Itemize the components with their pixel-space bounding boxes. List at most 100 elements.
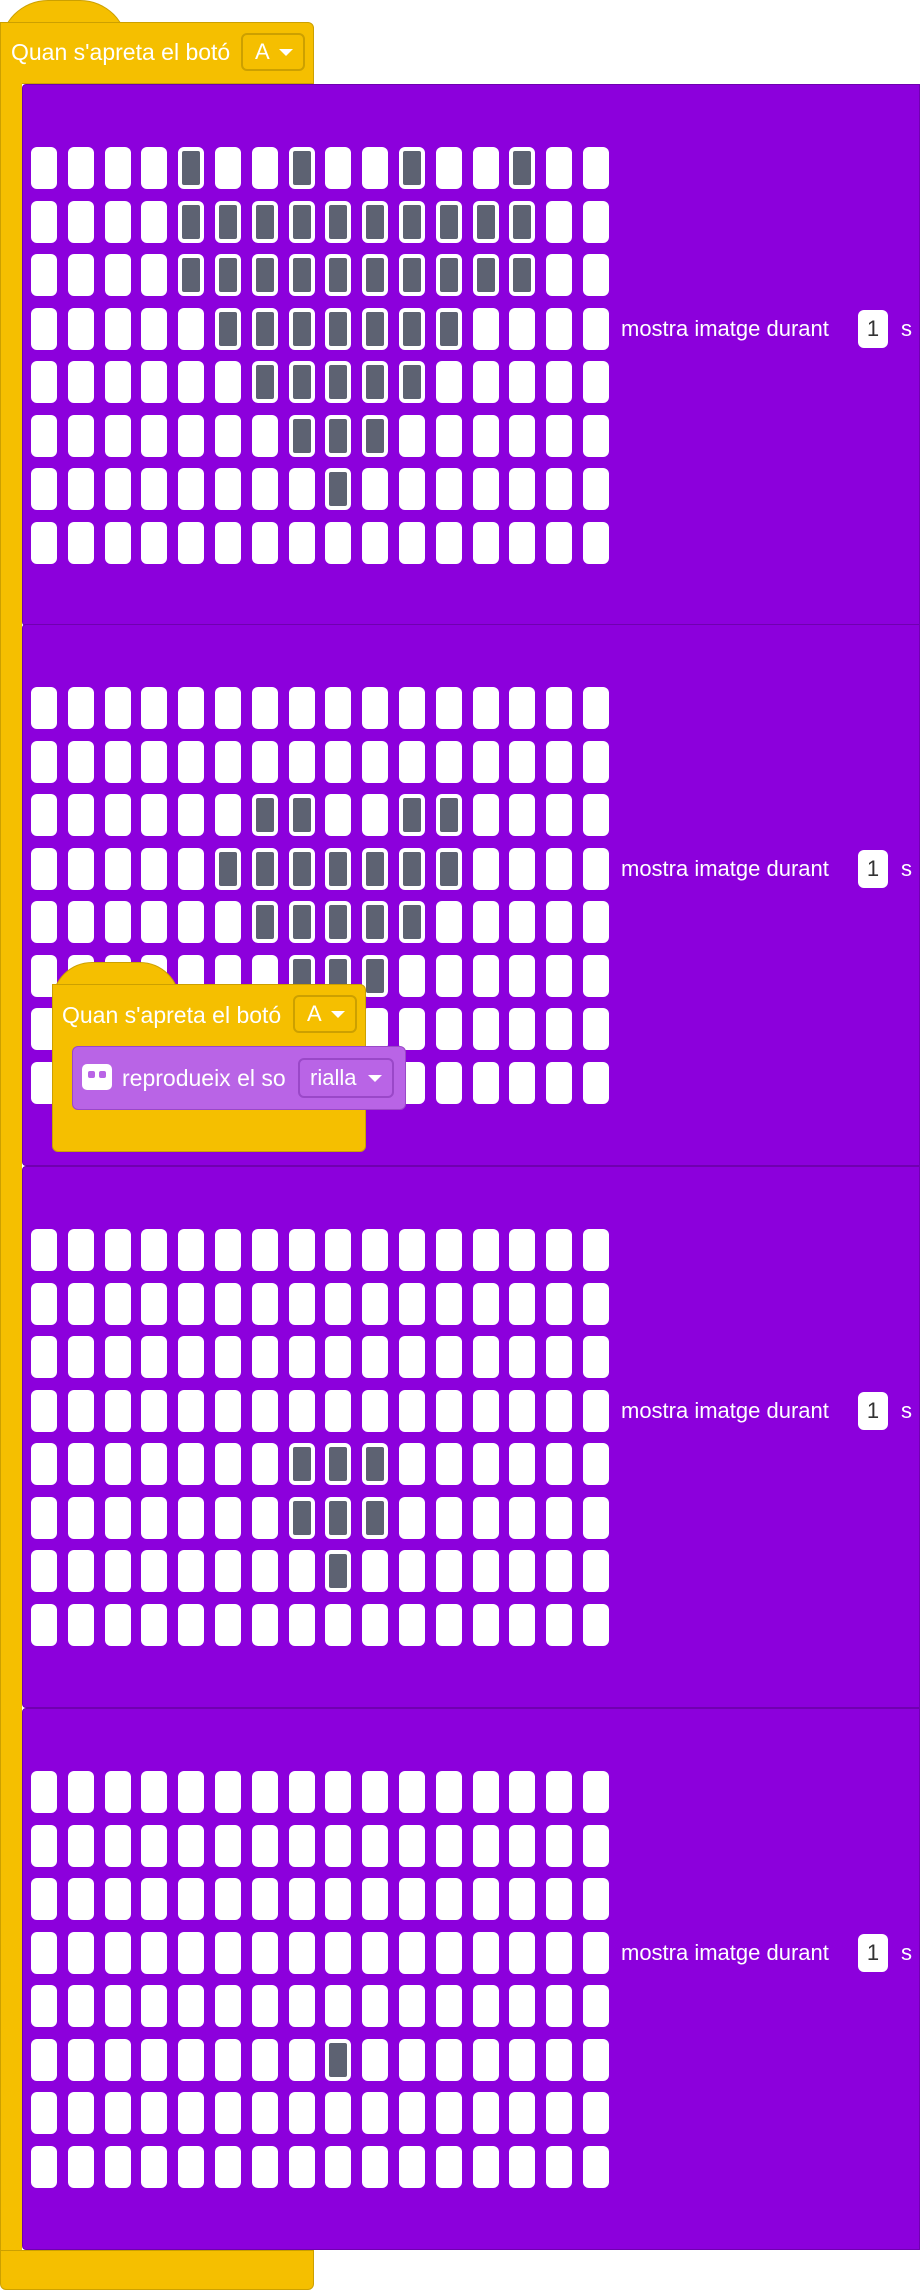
led-cell-off[interactable]	[436, 1985, 462, 2027]
led-cell-on[interactable]	[252, 201, 278, 243]
led-cell-off[interactable]	[325, 794, 351, 836]
led-cell-off[interactable]	[105, 1771, 131, 1813]
led-cell-off[interactable]	[583, 1604, 609, 1646]
led-cell-off[interactable]	[362, 1604, 388, 1646]
led-cell-off[interactable]	[473, 2039, 499, 2081]
led-cell-off[interactable]	[68, 1443, 94, 1485]
led-cell-off[interactable]	[215, 1985, 241, 2027]
led-cell-off[interactable]	[473, 468, 499, 510]
led-cell-off[interactable]	[31, 2039, 57, 2081]
led-cell-off[interactable]	[362, 1336, 388, 1378]
led-cell-off[interactable]	[362, 741, 388, 783]
led-cell-off[interactable]	[546, 254, 572, 296]
led-cell-on[interactable]	[325, 415, 351, 457]
led-cell-off[interactable]	[583, 1878, 609, 1920]
led-cell-on[interactable]	[399, 361, 425, 403]
led-cell-off[interactable]	[509, 1604, 535, 1646]
led-cell-off[interactable]	[473, 687, 499, 729]
led-cell-off[interactable]	[473, 361, 499, 403]
led-cell-off[interactable]	[399, 1771, 425, 1813]
led-cell-off[interactable]	[546, 1878, 572, 1920]
led-cell-on[interactable]	[325, 2039, 351, 2081]
led-cell-off[interactable]	[289, 1390, 315, 1432]
duration-input[interactable]: 1	[858, 1392, 888, 1430]
led-cell-off[interactable]	[436, 522, 462, 564]
led-cell-off[interactable]	[68, 1604, 94, 1646]
led-cell-off[interactable]	[362, 2146, 388, 2188]
led-cell-off[interactable]	[546, 1229, 572, 1271]
led-cell-off[interactable]	[436, 415, 462, 457]
led-cell-off[interactable]	[289, 2146, 315, 2188]
led-cell-off[interactable]	[252, 2092, 278, 2134]
led-cell-off[interactable]	[473, 1985, 499, 2027]
led-cell-off[interactable]	[473, 522, 499, 564]
led-cell-off[interactable]	[546, 1985, 572, 2027]
led-cell-off[interactable]	[583, 1443, 609, 1485]
led-cell-on[interactable]	[289, 1443, 315, 1485]
led-cell-off[interactable]	[252, 1932, 278, 1974]
led-cell-off[interactable]	[546, 955, 572, 997]
led-cell-off[interactable]	[68, 2146, 94, 2188]
led-cell-off[interactable]	[68, 1878, 94, 1920]
led-cell-off[interactable]	[436, 2092, 462, 2134]
led-cell-off[interactable]	[509, 1283, 535, 1325]
led-cell-off[interactable]	[178, 2039, 204, 2081]
led-cell-off[interactable]	[68, 1932, 94, 1974]
led-cell-off[interactable]	[509, 1336, 535, 1378]
led-cell-off[interactable]	[436, 1497, 462, 1539]
led-cell-off[interactable]	[546, 794, 572, 836]
led-cell-on[interactable]	[325, 361, 351, 403]
led-cell-off[interactable]	[105, 848, 131, 890]
led-cell-off[interactable]	[31, 2092, 57, 2134]
led-cell-on[interactable]	[215, 308, 241, 350]
led-cell-off[interactable]	[215, 415, 241, 457]
led-cell-off[interactable]	[436, 901, 462, 943]
led-cell-off[interactable]	[31, 1336, 57, 1378]
led-cell-off[interactable]	[141, 901, 167, 943]
led-cell-off[interactable]	[399, 2039, 425, 2081]
led-cell-off[interactable]	[178, 468, 204, 510]
led-cell-off[interactable]	[546, 361, 572, 403]
led-cell-off[interactable]	[325, 1878, 351, 1920]
led-cell-off[interactable]	[105, 147, 131, 189]
led-grid[interactable]	[31, 1229, 611, 1649]
led-cell-on[interactable]	[399, 848, 425, 890]
led-cell-off[interactable]	[105, 308, 131, 350]
led-cell-off[interactable]	[68, 468, 94, 510]
led-cell-off[interactable]	[473, 1604, 499, 1646]
led-cell-off[interactable]	[289, 1229, 315, 1271]
led-cell-on[interactable]	[289, 848, 315, 890]
show-image-block-1[interactable]: mostra imatge durant 1 s	[22, 84, 920, 626]
led-cell-off[interactable]	[399, 1283, 425, 1325]
led-cell-off[interactable]	[546, 1825, 572, 1867]
led-cell-off[interactable]	[362, 468, 388, 510]
led-cell-off[interactable]	[252, 1497, 278, 1539]
led-cell-off[interactable]	[289, 1771, 315, 1813]
led-cell-off[interactable]	[178, 415, 204, 457]
led-cell-off[interactable]	[141, 1878, 167, 1920]
led-cell-off[interactable]	[289, 687, 315, 729]
led-cell-off[interactable]	[546, 468, 572, 510]
led-cell-off[interactable]	[362, 1283, 388, 1325]
led-cell-off[interactable]	[399, 1229, 425, 1271]
led-cell-off[interactable]	[546, 415, 572, 457]
led-cell-off[interactable]	[289, 1283, 315, 1325]
led-cell-off[interactable]	[362, 1985, 388, 2027]
led-cell-off[interactable]	[546, 1336, 572, 1378]
led-cell-off[interactable]	[509, 415, 535, 457]
led-cell-off[interactable]	[178, 1443, 204, 1485]
led-cell-on[interactable]	[362, 1497, 388, 1539]
led-cell-off[interactable]	[105, 1497, 131, 1539]
led-cell-off[interactable]	[546, 2146, 572, 2188]
led-cell-off[interactable]	[473, 1771, 499, 1813]
led-cell-off[interactable]	[325, 1283, 351, 1325]
led-cell-off[interactable]	[178, 522, 204, 564]
led-cell-off[interactable]	[141, 1229, 167, 1271]
led-cell-off[interactable]	[436, 1604, 462, 1646]
led-cell-off[interactable]	[583, 955, 609, 997]
led-cell-off[interactable]	[31, 1497, 57, 1539]
led-cell-off[interactable]	[583, 2146, 609, 2188]
led-cell-off[interactable]	[325, 1336, 351, 1378]
duration-input[interactable]: 1	[858, 850, 888, 888]
led-cell-on[interactable]	[289, 361, 315, 403]
